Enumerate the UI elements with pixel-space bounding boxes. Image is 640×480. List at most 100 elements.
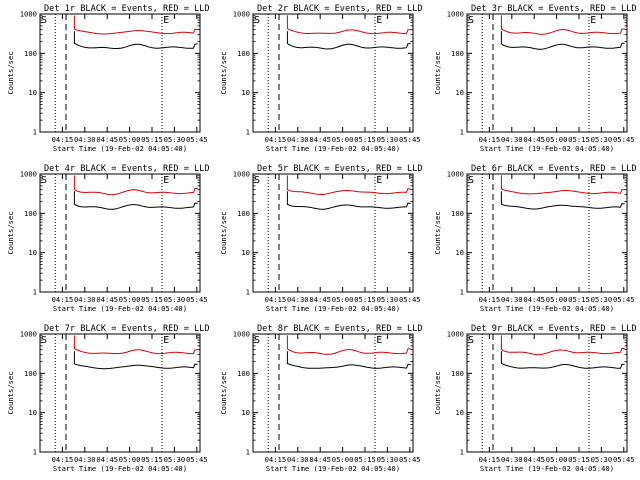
- series-line-lld: [73, 15, 198, 35]
- panel-title: Det 6r BLACK = Events, RED = LLD: [471, 164, 637, 174]
- x-tick-label: 04:30: [74, 455, 96, 464]
- series-line-lld: [73, 335, 198, 355]
- series-line-lld: [286, 175, 411, 195]
- y-tick-label: 10: [241, 88, 250, 97]
- x-tick-label: 05:30: [591, 455, 613, 464]
- x-tick-label: 05:45: [186, 455, 208, 464]
- x-axis-label: Start Time (19-Feb-02 04:05:40): [480, 304, 614, 313]
- x-tick-label: 05:00: [546, 455, 568, 464]
- x-axis-label: Start Time (19-Feb-02 04:05:40): [53, 464, 187, 473]
- plot-frame: [466, 173, 628, 293]
- x-tick-label: 05:30: [377, 455, 399, 464]
- x-axis-label: Start Time (19-Feb-02 04:05:40): [480, 464, 614, 473]
- x-tick-label: 04:15: [52, 455, 74, 464]
- x-tick-label: 04:30: [74, 135, 96, 144]
- x-tick-label: 05:30: [164, 455, 186, 464]
- y-tick-label: 10: [241, 408, 250, 417]
- series-line-lld: [500, 15, 625, 35]
- y-tick-label: 1000: [447, 330, 464, 339]
- y-axis-label: Counts/sec: [219, 371, 228, 414]
- start-marker-label: S: [254, 335, 260, 346]
- x-axis-label: Start Time (19-Feb-02 04:05:40): [266, 304, 400, 313]
- x-tick-label: 05:15: [354, 295, 376, 304]
- detector-panel: Det 3r BLACK = Events, RED = LLD 1 10 100 10…: [433, 4, 637, 153]
- x-tick-label: 04:30: [501, 295, 523, 304]
- end-marker-label: E: [376, 15, 382, 26]
- x-tick-label: 05:45: [186, 295, 208, 304]
- plot-frame: [252, 13, 414, 133]
- x-tick-label: 04:30: [287, 135, 309, 144]
- x-tick-label: 05:45: [399, 455, 421, 464]
- x-tick-label: 05:30: [591, 295, 613, 304]
- y-tick-label: 10: [28, 88, 37, 97]
- end-marker-label: E: [163, 335, 169, 346]
- panel-title: Det 3r BLACK = Events, RED = LLD: [471, 4, 637, 14]
- x-tick-label: 05:00: [332, 135, 354, 144]
- series-line-lld: [500, 335, 625, 356]
- plot-frame: [39, 173, 201, 293]
- y-tick-label: 1000: [233, 10, 250, 19]
- y-tick-label: 1: [246, 288, 250, 297]
- y-tick-label: 10: [455, 88, 464, 97]
- x-tick-label: 04:15: [265, 455, 287, 464]
- x-tick-label: 04:15: [265, 295, 287, 304]
- start-marker-label: S: [254, 15, 260, 26]
- y-tick-label: 1000: [447, 170, 464, 179]
- y-tick-label: 1000: [20, 330, 37, 339]
- x-tick-label: 04:15: [479, 295, 501, 304]
- y-tick-label: 100: [24, 369, 37, 378]
- series-line-events: [73, 31, 198, 49]
- series-line-events: [73, 191, 198, 210]
- start-marker-label: S: [41, 335, 47, 346]
- series-line-events: [286, 191, 411, 210]
- y-tick-label: 1000: [233, 330, 250, 339]
- series-line-lld: [286, 15, 411, 35]
- y-axis-label: Counts/sec: [433, 211, 442, 254]
- x-axis-label: Start Time (19-Feb-02 04:05:40): [53, 144, 187, 153]
- x-tick-label: 05:30: [591, 135, 613, 144]
- x-tick-label: 05:00: [119, 135, 141, 144]
- start-marker-label: S: [254, 175, 260, 186]
- panel-title: Det 1r BLACK = Events, RED = LLD: [44, 4, 210, 14]
- detector-panel: Det 6r BLACK = Events, RED = LLD 1 10 100 10…: [433, 164, 637, 313]
- x-tick-label: 05:00: [546, 135, 568, 144]
- plot-frame: [39, 13, 201, 133]
- y-axis-label: Counts/sec: [433, 51, 442, 94]
- end-marker-label: E: [163, 15, 169, 26]
- x-tick-label: 05:00: [119, 295, 141, 304]
- end-marker-label: E: [376, 335, 382, 346]
- panel-title: Det 8r BLACK = Events, RED = LLD: [257, 324, 423, 334]
- plot-frame: [252, 173, 414, 293]
- plot-frame: [39, 333, 201, 453]
- panel-title: Det 2r BLACK = Events, RED = LLD: [257, 4, 423, 14]
- x-tick-label: 05:15: [568, 455, 590, 464]
- y-axis-label: Counts/sec: [6, 211, 15, 254]
- end-marker-label: E: [163, 175, 169, 186]
- y-tick-label: 1: [460, 288, 464, 297]
- y-tick-label: 100: [24, 209, 37, 218]
- y-tick-label: 10: [455, 408, 464, 417]
- x-tick-label: 04:30: [287, 295, 309, 304]
- detector-panel: Det 1r BLACK = Events, RED = LLD 1 10 100 10…: [6, 4, 210, 153]
- detector-panel: Det 8r BLACK = Events, RED = LLD 1 10 100 10…: [219, 324, 423, 473]
- series-line-events: [73, 351, 198, 370]
- y-tick-label: 100: [451, 369, 464, 378]
- start-marker-label: S: [468, 175, 474, 186]
- x-tick-label: 04:45: [96, 295, 118, 304]
- series-line-lld: [286, 335, 411, 355]
- x-tick-label: 04:30: [501, 455, 523, 464]
- panel-title: Det 5r BLACK = Events, RED = LLD: [257, 164, 423, 174]
- x-tick-label: 05:15: [141, 135, 163, 144]
- x-tick-label: 05:30: [164, 135, 186, 144]
- x-tick-label: 04:15: [479, 135, 501, 144]
- x-tick-label: 04:30: [287, 455, 309, 464]
- y-tick-label: 1: [246, 448, 250, 457]
- y-tick-label: 1: [33, 448, 37, 457]
- panel-title: Det 9r BLACK = Events, RED = LLD: [471, 324, 637, 334]
- y-tick-label: 10: [241, 248, 250, 257]
- x-axis-label: Start Time (19-Feb-02 04:05:40): [266, 144, 400, 153]
- series-line-events: [500, 351, 625, 369]
- y-tick-label: 100: [24, 49, 37, 58]
- end-marker-label: E: [590, 15, 596, 26]
